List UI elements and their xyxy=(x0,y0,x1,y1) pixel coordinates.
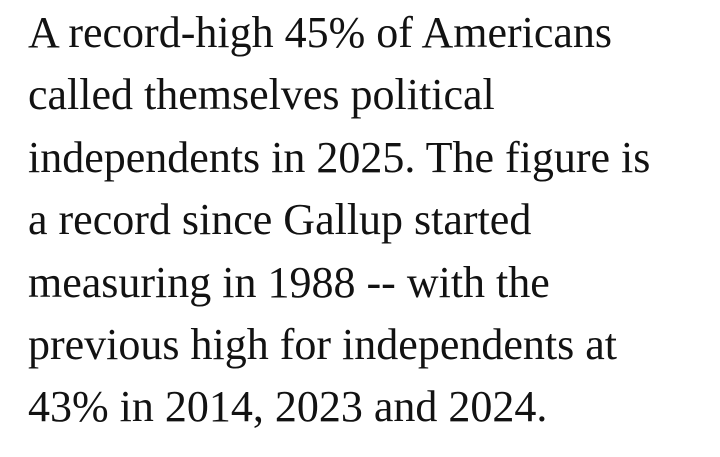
paragraph-line: previous high for independents at xyxy=(28,320,617,370)
paragraph-line: measuring in 1988 -- with the xyxy=(28,257,550,307)
paragraph-line: 43% in 2014, 2023 and 2024. xyxy=(28,382,548,432)
paragraph-line: independents in 2025. The figure is xyxy=(28,132,651,182)
article-paragraph: A record-high 45% of Americans called th… xyxy=(28,2,710,439)
paragraph-line: A record-high 45% of Americans xyxy=(28,8,613,57)
paragraph-line: called themselves political xyxy=(28,70,495,120)
paragraph-line: a record since Gallup started xyxy=(28,195,532,245)
